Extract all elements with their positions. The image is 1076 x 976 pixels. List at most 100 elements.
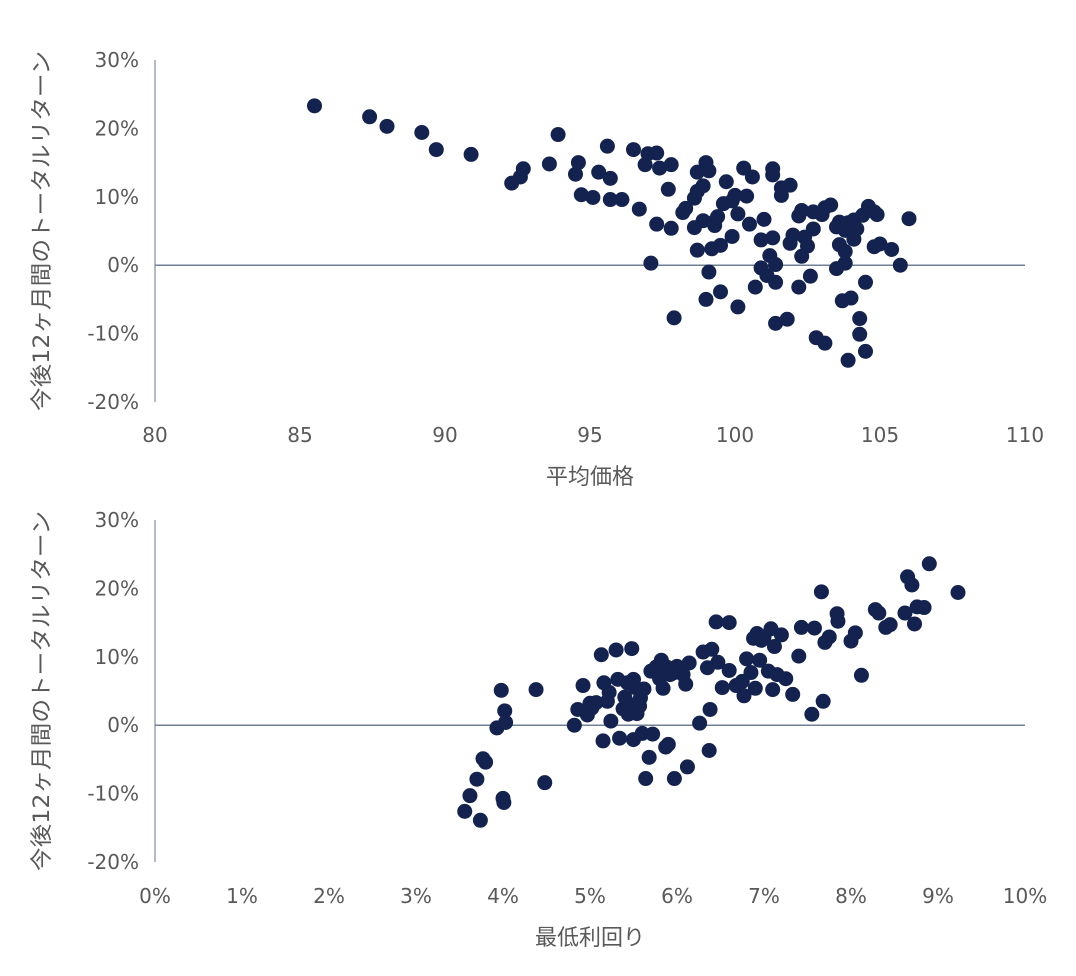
data-point xyxy=(649,216,665,232)
data-point xyxy=(921,556,937,572)
data-point xyxy=(837,255,853,271)
x-tick-label: 85 xyxy=(287,423,312,447)
data-point xyxy=(779,311,795,327)
x-tick-label: 1% xyxy=(226,884,258,908)
data-point xyxy=(472,812,488,828)
data-point xyxy=(457,803,473,819)
data-point xyxy=(744,169,760,185)
data-point xyxy=(785,227,801,243)
y-tick-label: -20% xyxy=(87,850,139,874)
data-point xyxy=(638,771,654,787)
data-point xyxy=(858,343,873,359)
data-point xyxy=(624,641,640,657)
data-point xyxy=(541,156,557,172)
x-tick-label: 2% xyxy=(313,884,345,908)
data-point xyxy=(713,284,728,300)
data-point xyxy=(515,161,531,177)
y-tick-label: 30% xyxy=(95,508,139,532)
data-point xyxy=(713,237,728,253)
data-point xyxy=(858,274,873,290)
data-point xyxy=(652,160,668,176)
data-point xyxy=(698,291,714,307)
data-point xyxy=(897,605,913,621)
data-point xyxy=(736,688,752,704)
data-point xyxy=(655,680,671,696)
data-point xyxy=(568,166,583,182)
x-tick-label: 7% xyxy=(748,884,780,908)
data-point xyxy=(739,188,755,204)
x-axis-title: 平均価格 xyxy=(546,465,634,490)
y-tick-label: 0% xyxy=(107,253,139,277)
data-point xyxy=(573,187,589,203)
data-points xyxy=(457,556,966,828)
data-point xyxy=(679,759,695,775)
data-point xyxy=(782,177,798,193)
data-point xyxy=(585,189,601,205)
data-point xyxy=(882,617,898,633)
data-point xyxy=(608,642,624,658)
y-tick-label: 10% xyxy=(95,645,139,669)
data-point xyxy=(660,181,676,197)
data-point xyxy=(469,771,485,787)
data-point xyxy=(724,228,740,244)
data-point xyxy=(701,163,717,179)
data-point xyxy=(813,584,829,600)
data-point xyxy=(768,257,784,273)
x-axis-title: 最低利回り xyxy=(535,926,645,951)
data-point xyxy=(570,155,586,171)
data-point xyxy=(765,682,781,698)
data-point xyxy=(721,662,737,678)
data-point xyxy=(701,264,717,280)
data-point xyxy=(730,299,746,315)
x-tick-label: 8% xyxy=(835,884,867,908)
data-point xyxy=(739,651,755,667)
data-point xyxy=(649,145,665,161)
data-point xyxy=(840,352,856,368)
data-point xyxy=(643,255,659,271)
data-point xyxy=(884,241,900,257)
data-point xyxy=(765,230,781,246)
data-point xyxy=(701,743,717,759)
x-tick-label: 5% xyxy=(574,884,606,908)
data-point xyxy=(575,678,591,694)
data-point xyxy=(660,736,676,752)
x-tick-label: 10% xyxy=(1003,884,1047,908)
data-point xyxy=(641,749,657,765)
data-point xyxy=(747,680,763,696)
data-point xyxy=(602,170,618,186)
x-tick-label: 6% xyxy=(661,884,693,908)
x-tick-label: 105 xyxy=(861,423,899,447)
data-point xyxy=(766,639,782,655)
data-point xyxy=(414,125,430,141)
data-point xyxy=(493,682,509,698)
data-point xyxy=(528,682,544,698)
data-point xyxy=(802,268,818,284)
data-point xyxy=(830,613,846,629)
chart-2: 30%20%10%0%-10%-20%0% 1% 2% 3% 4% 5% 6% 7% 8% 9% 1… xyxy=(30,508,1047,951)
data-point xyxy=(752,652,768,668)
data-point xyxy=(806,620,822,636)
data-point xyxy=(695,178,711,194)
y-axis-title: 今後12ヶ月間のトータルリターン xyxy=(30,51,55,411)
data-point xyxy=(901,211,917,227)
x-tick-label: 95 xyxy=(577,423,602,447)
data-point xyxy=(793,619,809,635)
x-tick-label: 4% xyxy=(487,884,519,908)
data-point xyxy=(849,221,865,237)
data-point xyxy=(768,274,784,290)
data-point xyxy=(602,192,618,208)
data-point xyxy=(753,232,769,248)
data-point xyxy=(714,680,730,696)
data-point xyxy=(916,600,932,616)
x-tick-label: 80 xyxy=(142,423,167,447)
data-point xyxy=(307,98,322,114)
data-point xyxy=(666,310,682,326)
data-point xyxy=(537,775,553,791)
x-tick-label: 90 xyxy=(432,423,457,447)
data-point xyxy=(747,279,763,295)
data-point xyxy=(791,648,807,664)
data-point xyxy=(768,315,784,331)
x-tick-label: 3% xyxy=(400,884,432,908)
data-point xyxy=(496,794,512,810)
data-point xyxy=(743,665,759,681)
